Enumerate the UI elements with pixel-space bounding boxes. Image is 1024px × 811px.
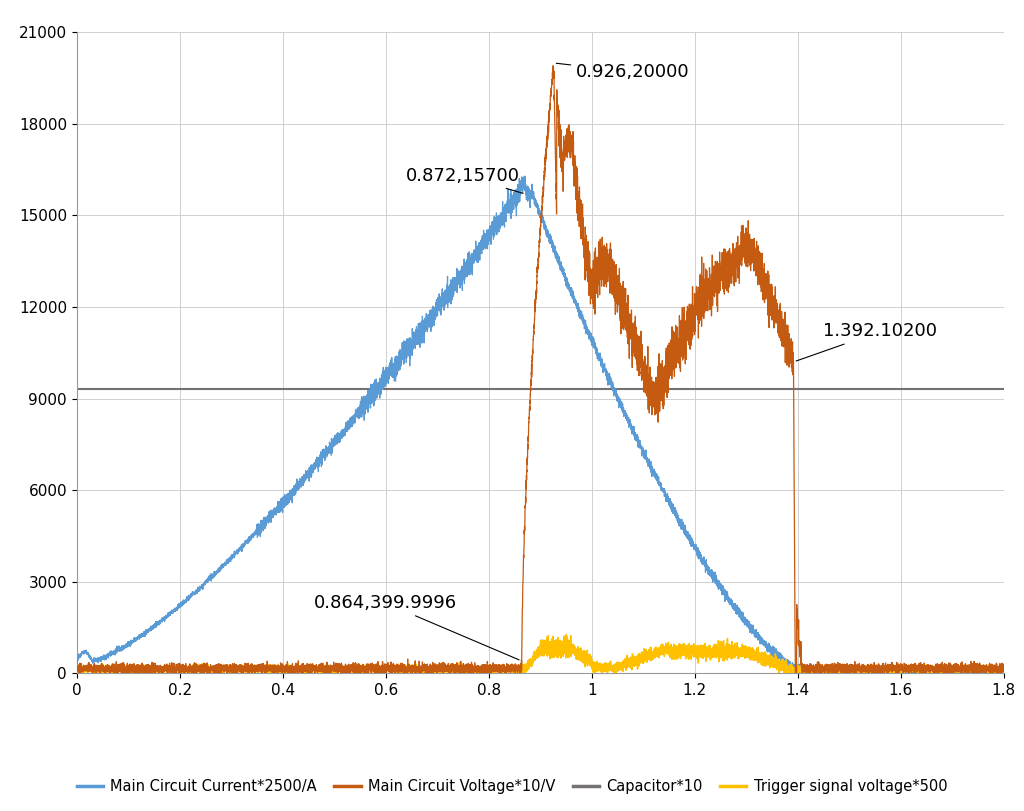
Text: 0.872,15700: 0.872,15700 — [407, 167, 523, 193]
Text: 0.926,20000: 0.926,20000 — [556, 63, 690, 81]
Legend: Main Circuit Current*2500/A, Main Circuit Voltage*10/V, Capacitor*10, Trigger si: Main Circuit Current*2500/A, Main Circui… — [71, 773, 953, 800]
Text: 1.392.10200: 1.392.10200 — [796, 323, 937, 361]
Text: 0.864,399.9996: 0.864,399.9996 — [313, 594, 519, 660]
